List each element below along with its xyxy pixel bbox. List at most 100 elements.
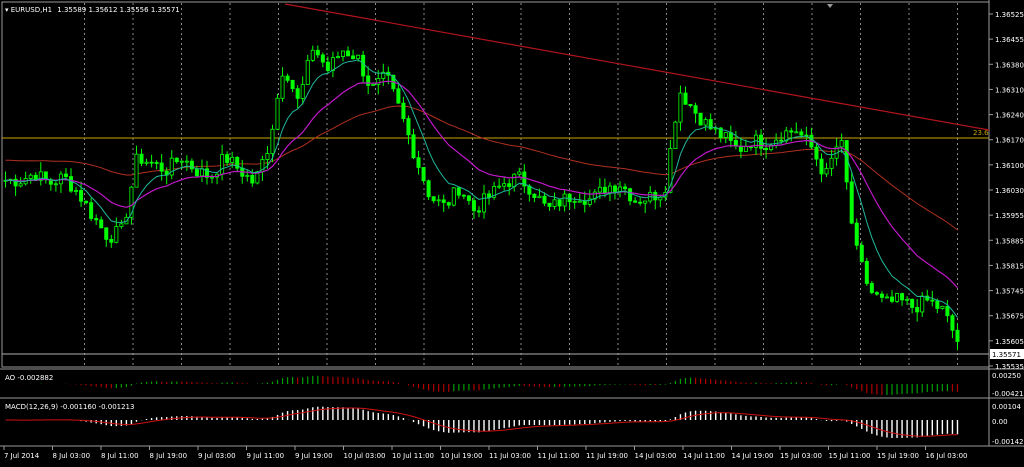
candle-body bbox=[502, 183, 507, 187]
current-price-box bbox=[990, 349, 1024, 359]
candle-body bbox=[482, 193, 487, 213]
candle-body bbox=[18, 183, 23, 187]
candle-body bbox=[169, 157, 174, 176]
candle-body bbox=[149, 161, 154, 164]
candle-body bbox=[184, 160, 189, 163]
candle-body bbox=[623, 186, 628, 190]
candle-body bbox=[129, 186, 134, 218]
time-label: 9 Jul 03:00 bbox=[198, 452, 236, 460]
time-label: 9 Jul 11:00 bbox=[247, 452, 285, 460]
candle-body bbox=[633, 200, 638, 203]
candle-body bbox=[471, 200, 476, 212]
candle-body bbox=[335, 56, 340, 59]
ma-slow-line bbox=[5, 80, 958, 289]
candle-body bbox=[743, 146, 748, 152]
candle-body bbox=[764, 147, 769, 151]
candle-body bbox=[431, 196, 436, 202]
candle-body bbox=[340, 50, 345, 57]
macd-axis-bottom: -0.00142 bbox=[992, 438, 1023, 446]
time-label: 15 Jul 11:00 bbox=[829, 452, 871, 460]
time-label: 8 Jul 11:00 bbox=[101, 452, 139, 460]
candle-body bbox=[708, 119, 713, 130]
candle-body bbox=[779, 139, 784, 142]
time-label: 15 Jul 19:00 bbox=[877, 452, 919, 460]
candle-body bbox=[310, 49, 315, 61]
candle-body bbox=[552, 199, 557, 207]
price-label: 1.36380 bbox=[995, 61, 1024, 69]
ao-label: AO -0.002882 bbox=[5, 374, 53, 382]
candle-body bbox=[587, 198, 592, 205]
shift-marker-icon[interactable] bbox=[827, 4, 833, 8]
candle-body bbox=[890, 296, 895, 302]
ao-histogram bbox=[9, 375, 959, 395]
candle-body bbox=[905, 298, 910, 301]
time-label: 10 Jul 03:00 bbox=[344, 452, 386, 460]
candle-body bbox=[411, 134, 416, 159]
candle-body bbox=[915, 307, 920, 313]
candle-body bbox=[68, 176, 73, 192]
candle-body bbox=[436, 199, 441, 202]
time-label: 14 Jul 03:00 bbox=[635, 452, 677, 460]
candle-body bbox=[199, 168, 204, 177]
price-label: 1.35885 bbox=[995, 237, 1024, 245]
macd-label: MACD(12,26,9) -0.001160 -0.001213 bbox=[5, 403, 134, 411]
candle-body bbox=[396, 88, 401, 104]
candle-body bbox=[325, 61, 330, 71]
candle-body bbox=[895, 293, 900, 302]
main-pane-border bbox=[1, 1, 990, 368]
trendline[interactable] bbox=[284, 3, 990, 131]
candle-body bbox=[235, 156, 240, 169]
candlesticks bbox=[3, 45, 960, 351]
candle-body bbox=[315, 49, 320, 56]
time-label: 10 Jul 19:00 bbox=[441, 452, 483, 460]
candle-body bbox=[738, 145, 743, 152]
time-axis: 7 Jul 2014 8 Jul 03:00 8 Jul 11:00 8 Jul 19… bbox=[3, 446, 968, 460]
candle-body bbox=[245, 174, 250, 177]
candle-body bbox=[562, 193, 567, 207]
candle-body bbox=[194, 168, 199, 177]
candle-body bbox=[270, 128, 275, 154]
symbol-label: ▾ EURUSD,H1 1.35589 1.35612 1.35556 1.35… bbox=[5, 6, 180, 14]
candle-body bbox=[572, 201, 577, 203]
symbol-name: EURUSD,H1 bbox=[11, 6, 52, 14]
candle-body bbox=[522, 171, 527, 187]
ao-axis-top: 0.00250 bbox=[992, 372, 1021, 380]
price-label: 1.36525 bbox=[995, 11, 1024, 19]
candle-body bbox=[955, 329, 960, 342]
candle-body bbox=[854, 222, 859, 246]
ma-long-line bbox=[5, 105, 958, 231]
candle-body bbox=[38, 171, 43, 181]
candle-body bbox=[577, 200, 582, 203]
candle-body bbox=[723, 132, 728, 138]
candle-body bbox=[361, 54, 366, 77]
candle-body bbox=[879, 293, 884, 298]
time-label: 11 Jul 11:00 bbox=[538, 452, 580, 460]
candle-body bbox=[507, 183, 512, 187]
candle-body bbox=[285, 75, 290, 81]
price-label: 1.36170 bbox=[995, 137, 1024, 145]
candle-body bbox=[366, 75, 371, 86]
candle-body bbox=[451, 187, 456, 206]
price-label: 1.35745 bbox=[995, 288, 1024, 296]
candle-body bbox=[476, 210, 481, 213]
candle-body bbox=[280, 75, 285, 99]
candle-body bbox=[718, 127, 723, 138]
time-label: 16 Jul 03:00 bbox=[926, 452, 968, 460]
candle-body bbox=[698, 112, 703, 126]
candle-body bbox=[910, 298, 915, 308]
price-label: 1.35815 bbox=[995, 262, 1024, 270]
candle-body bbox=[824, 168, 829, 175]
candle-body bbox=[446, 202, 451, 206]
candle-body bbox=[618, 186, 623, 192]
candle-body bbox=[814, 146, 819, 160]
candle-body bbox=[638, 201, 643, 204]
candle-body bbox=[517, 171, 522, 175]
candle-body bbox=[930, 299, 935, 302]
candle-body bbox=[859, 244, 864, 262]
price-label: 1.36100 bbox=[995, 162, 1024, 170]
candle-body bbox=[320, 54, 325, 63]
candle-body bbox=[703, 119, 708, 126]
macd-signal-path bbox=[5, 407, 958, 437]
